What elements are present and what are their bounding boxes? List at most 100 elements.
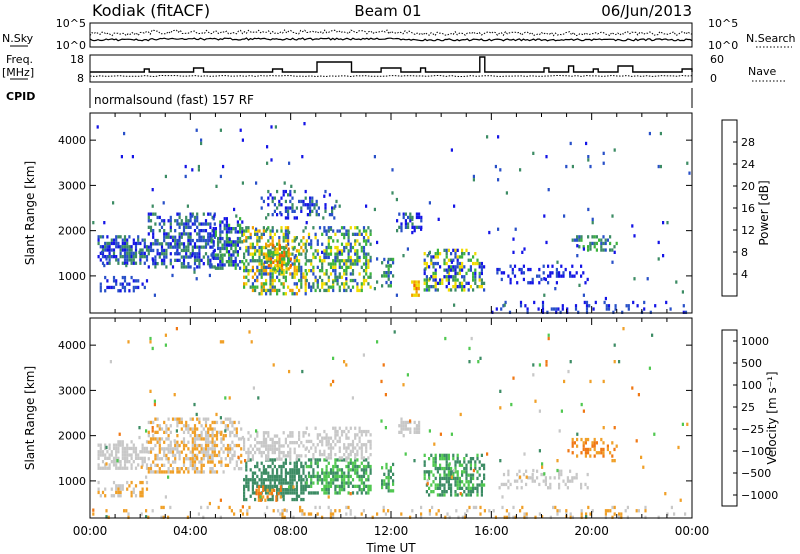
echo-cell [300, 484, 303, 488]
echo-cell [633, 277, 636, 281]
echo-cell [180, 262, 183, 266]
echo-cell [207, 235, 210, 239]
echo-cell [99, 466, 102, 470]
echo-cell [256, 285, 259, 289]
echo-cell [187, 424, 190, 428]
echo-cell [304, 488, 307, 492]
echo-cell [245, 450, 248, 455]
echo-cell [130, 494, 133, 498]
echo-cell [246, 512, 249, 516]
echo-cell [137, 456, 140, 460]
echo-cell [295, 265, 298, 269]
echo-cell [105, 515, 108, 519]
echo-cell [221, 246, 224, 251]
echo-cell [224, 447, 227, 451]
echo-cell [432, 463, 435, 467]
echo-cell [182, 262, 186, 266]
echo-cell [262, 431, 265, 435]
echo-cell [541, 307, 545, 311]
echo-cell [127, 515, 130, 519]
echo-cell [209, 232, 212, 236]
echo-cell [555, 310, 558, 314]
echo-cell [220, 460, 223, 464]
echo-cell [305, 446, 308, 450]
echo-cell [325, 272, 328, 276]
echo-cell [461, 265, 464, 269]
echo-cell [204, 447, 208, 451]
echo-cell [307, 282, 311, 286]
echo-cell [269, 232, 272, 236]
echo-cell [304, 282, 307, 286]
echo-cell [207, 437, 210, 441]
echo-cell [119, 466, 122, 470]
echo-cell [164, 333, 167, 337]
echo-cell [532, 151, 535, 155]
echo-cell [234, 243, 237, 247]
echo-cell [461, 486, 464, 490]
echo-cell [450, 148, 453, 152]
echo-cell [472, 468, 475, 473]
colorbar-tick-label: 24 [741, 158, 755, 171]
echo-cell [305, 278, 308, 283]
echo-cell [602, 447, 605, 452]
echo-cell [354, 464, 357, 469]
echo-cell [347, 429, 350, 434]
power-ylabel: Slant Range [km] [23, 161, 37, 265]
echo-cell [255, 492, 258, 496]
echo-cell [191, 467, 194, 471]
echo-cell [284, 229, 287, 233]
echo-cell [373, 155, 376, 159]
echo-cell [251, 255, 254, 260]
echo-cell [165, 232, 168, 236]
echo-cell [527, 281, 530, 285]
echo-cell [193, 219, 197, 223]
echo-cell [130, 456, 133, 460]
echo-cell [251, 447, 254, 451]
echo-cell [219, 256, 222, 260]
echo-cell [132, 241, 135, 246]
echo-cell [243, 269, 246, 273]
echo-cell [301, 155, 304, 159]
echo-cell [476, 493, 479, 497]
echo-cell [478, 278, 481, 282]
echo-cell [249, 434, 252, 438]
echo-cell [576, 244, 579, 248]
echo-cell [167, 460, 170, 464]
echo-cell [230, 227, 233, 231]
echo-cell [365, 265, 368, 269]
echo-cell [441, 466, 444, 471]
echo-cell [531, 281, 534, 285]
echo-cell [178, 215, 181, 220]
echo-cell [204, 252, 208, 256]
echo-cell [221, 260, 224, 264]
echo-cell [197, 164, 200, 169]
echo-cell [287, 481, 290, 485]
echo-cell [153, 293, 156, 297]
echo-cell [423, 288, 426, 292]
echo-cell [318, 453, 322, 457]
echo-cell [293, 471, 296, 475]
echo-cell [325, 436, 328, 440]
echo-cell [180, 255, 183, 259]
echo-cell [343, 443, 346, 447]
echo-cell [458, 480, 461, 484]
echo-cell [137, 463, 140, 467]
echo-cell [123, 446, 127, 451]
echo-cell [112, 279, 116, 283]
echo-cell [298, 437, 301, 441]
echo-cell [101, 490, 105, 495]
echo-cell [143, 456, 146, 460]
echo-cell [143, 460, 146, 464]
echo-cell [384, 393, 387, 397]
echo-cell [254, 471, 257, 475]
echo-cell [362, 509, 365, 513]
echo-cell [502, 472, 506, 477]
echo-cell [293, 259, 296, 263]
echo-cell [258, 292, 261, 296]
echo-cell [432, 285, 435, 289]
echo-cell [338, 426, 341, 430]
echo-cell [97, 238, 100, 242]
echo-cell [443, 470, 446, 474]
echo-cell [191, 457, 194, 461]
echo-cell [154, 437, 157, 441]
